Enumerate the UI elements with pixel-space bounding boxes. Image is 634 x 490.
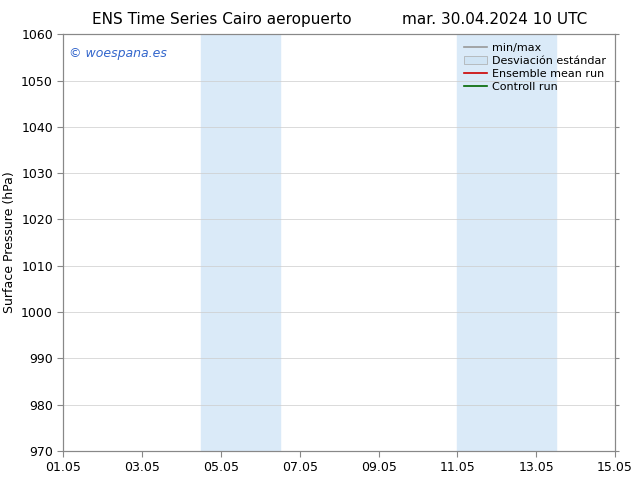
Bar [457, 34, 556, 451]
Text: © woespana.es: © woespana.es [69, 47, 167, 60]
Text: ENS Time Series Cairo aeropuerto: ENS Time Series Cairo aeropuerto [92, 12, 352, 27]
Bar [202, 34, 280, 451]
Legend: min/max, Desviación estándar, Ensemble mean run, Controll run: min/max, Desviación estándar, Ensemble m… [461, 40, 609, 95]
Text: mar. 30.04.2024 10 UTC: mar. 30.04.2024 10 UTC [402, 12, 587, 27]
Y-axis label: Surface Pressure (hPa): Surface Pressure (hPa) [3, 172, 16, 314]
